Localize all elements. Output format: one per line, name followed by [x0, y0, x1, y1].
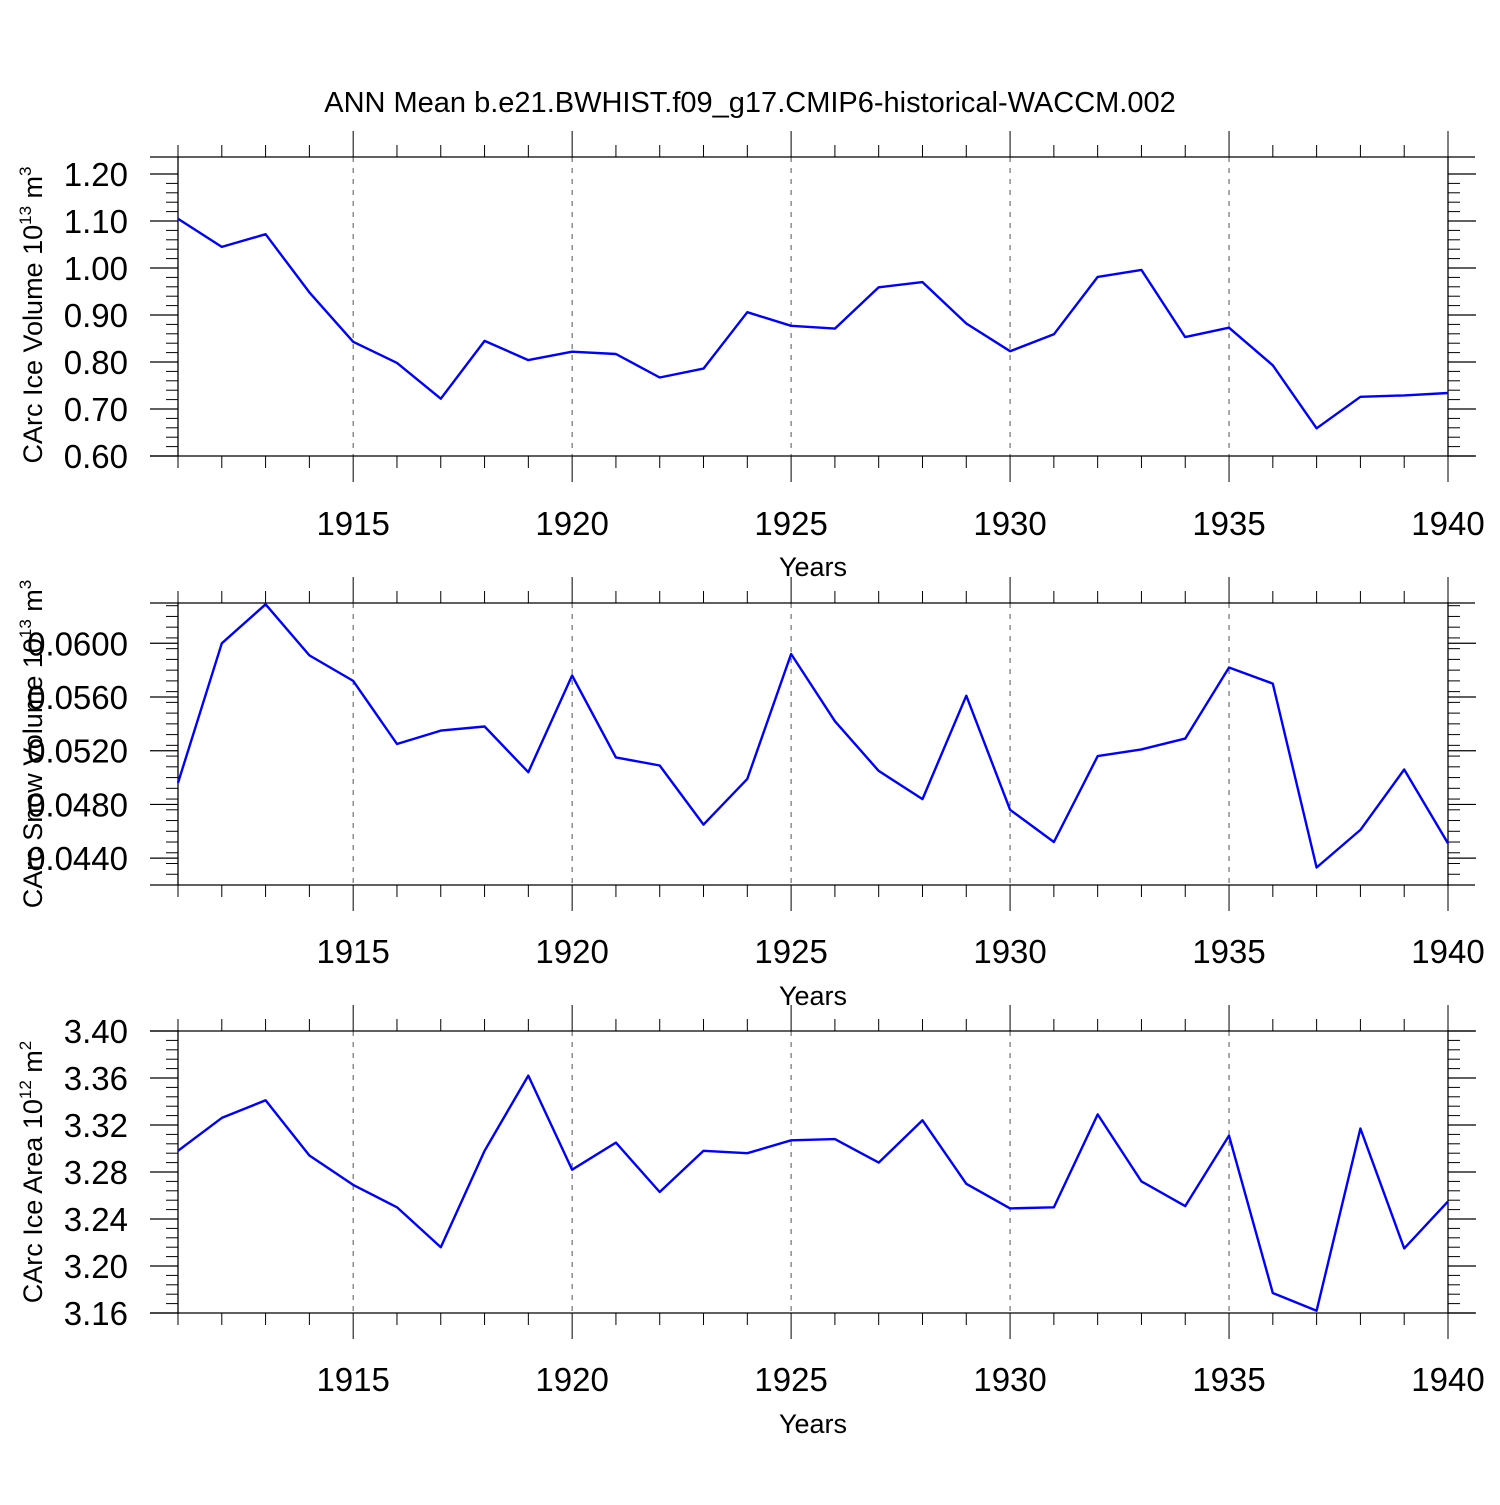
panel-3: 3.16 3.20 3.24 3.28 3.32 3.36 3.40 1915 1920 1925… [16, 1005, 1485, 1439]
x-tick-label: 1940 [1411, 933, 1484, 970]
data-line [178, 219, 1448, 429]
x-tick-label: 1920 [535, 505, 608, 542]
x-tick-label: 1915 [316, 1361, 389, 1398]
x-axis-title: Years [779, 981, 847, 1011]
x-tick-label: 1920 [535, 1361, 608, 1398]
x-tick-label: 1935 [1192, 1361, 1265, 1398]
y-tick-label: 3.40 [64, 1013, 128, 1050]
x-tick-label: 1930 [973, 1361, 1046, 1398]
panel-1: 0.60 0.70 0.80 0.90 1.00 1.10 1.20 1915 1920 1925… [16, 131, 1485, 582]
x-tick-label: 1915 [316, 505, 389, 542]
y-axis-title: CArc Ice Volume 1013 m3 [16, 166, 48, 463]
y-tick-label: 0.80 [64, 344, 128, 381]
x-tick-label: 1930 [973, 505, 1046, 542]
x-tick-label: 1940 [1411, 1361, 1484, 1398]
x-tick-label: 1940 [1411, 505, 1484, 542]
x-axis-title: Years [779, 552, 847, 582]
y-tick-label: 3.16 [64, 1295, 128, 1332]
y-tick-label: 1.10 [64, 203, 128, 240]
data-line [178, 1076, 1448, 1311]
data-line [178, 604, 1448, 867]
y-tick-label: 0.60 [64, 438, 128, 475]
x-tick-label: 1925 [754, 505, 827, 542]
y-tick-label: 3.28 [64, 1154, 128, 1191]
y-tick-label: 3.24 [64, 1201, 128, 1238]
x-tick-label: 1920 [535, 933, 608, 970]
y-tick-label: 3.20 [64, 1248, 128, 1285]
figure-title: ANN Mean b.e21.BWHIST.f09_g17.CMIP6-hist… [324, 87, 1176, 119]
y-tick-label: 1.00 [64, 250, 128, 287]
x-tick-label: 1925 [754, 1361, 827, 1398]
y-tick-label: 0.70 [64, 391, 128, 428]
y-tick-label: 0.90 [64, 297, 128, 334]
x-tick-label: 1915 [316, 933, 389, 970]
x-tick-label: 1935 [1192, 933, 1265, 970]
y-tick-label: 3.32 [64, 1107, 128, 1144]
x-tick-label: 1935 [1192, 505, 1265, 542]
x-axis-title: Years [779, 1409, 847, 1439]
y-axis-title: CArc Ice Area 1012 m2 [16, 1041, 48, 1304]
y-tick-label: 1.20 [64, 156, 128, 193]
y-tick-label: 3.36 [64, 1060, 128, 1097]
x-tick-label: 1930 [973, 933, 1046, 970]
x-tick-label: 1925 [754, 933, 827, 970]
